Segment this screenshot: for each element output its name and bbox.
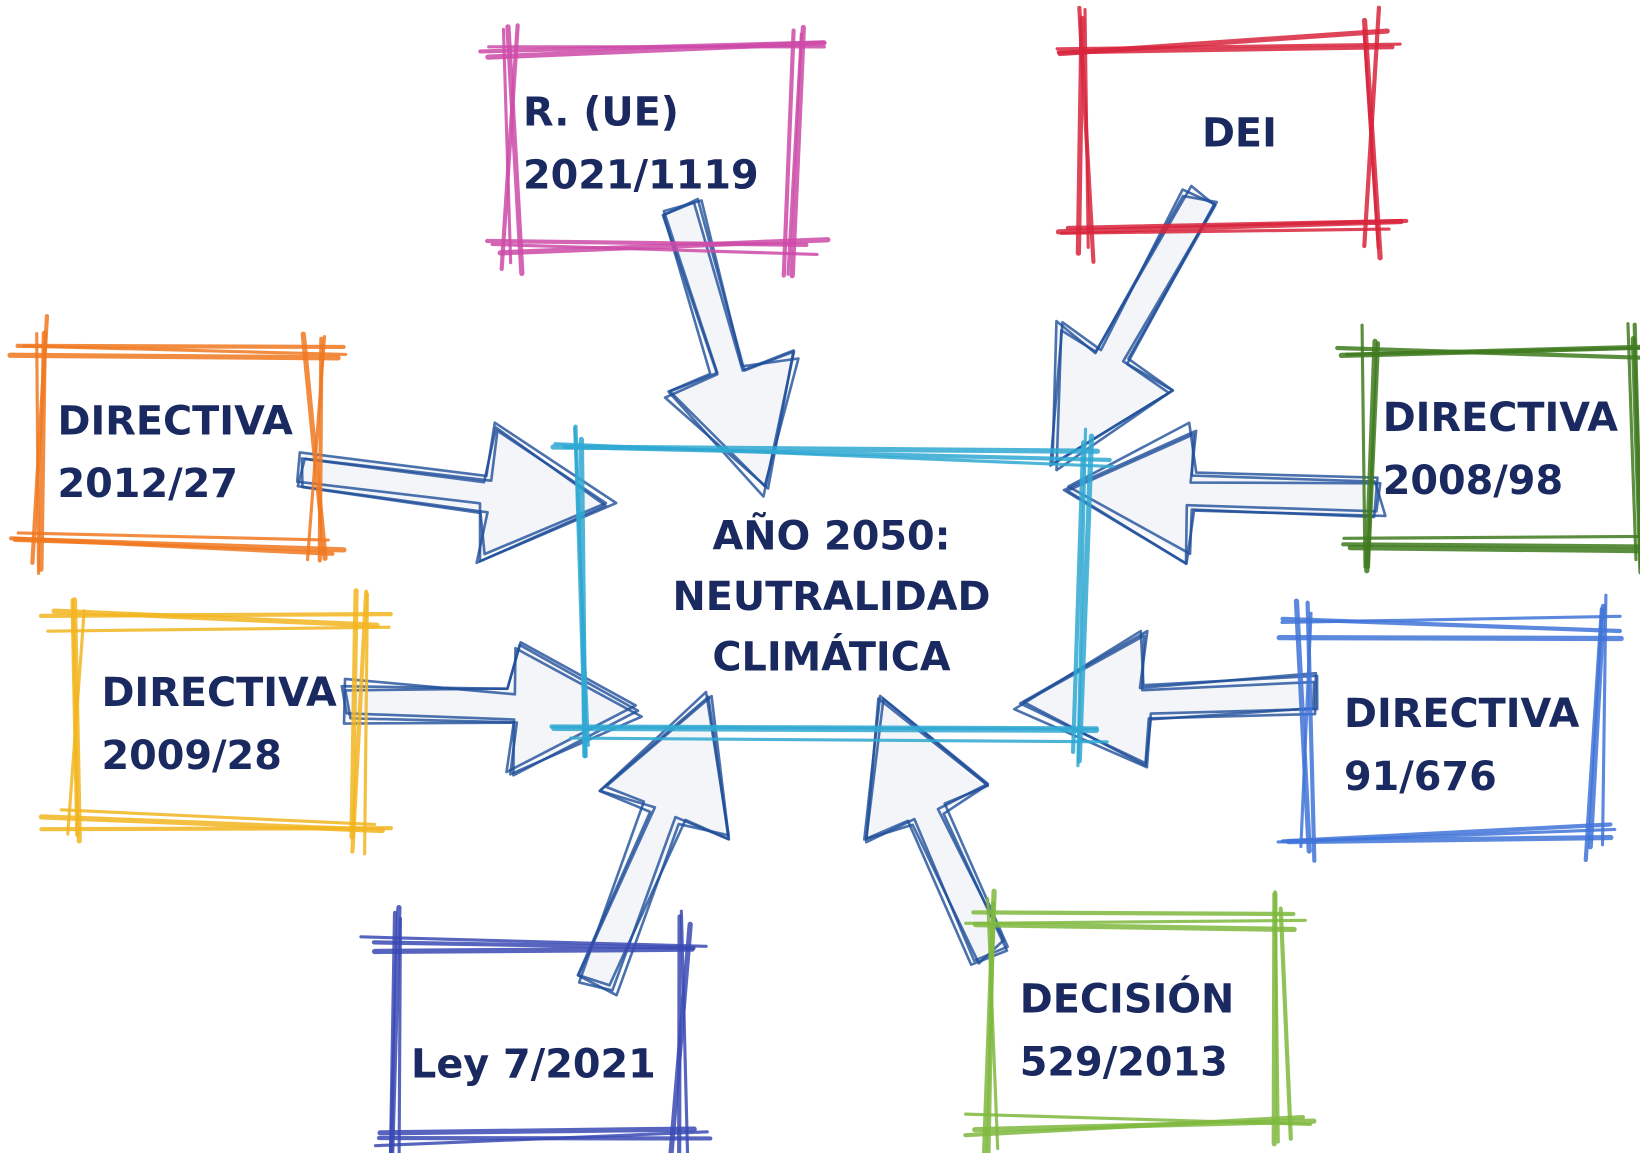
node-label: 529/2013 — [1020, 1039, 1228, 1085]
box-stroke — [48, 627, 389, 631]
sketch-box — [10, 316, 346, 573]
box-stroke — [1078, 18, 1082, 253]
box-stroke — [973, 912, 1293, 914]
node-label: DIRECTIVA — [101, 670, 337, 716]
box-stroke — [10, 355, 338, 358]
diagram: AÑO 2050: NEUTRALIDAD CLIMÁTICA R. (UE) 2021… — [0, 0, 1640, 1153]
sketch-box — [41, 591, 391, 854]
box-stroke — [1362, 325, 1365, 567]
node-label: 2008/98 — [1383, 458, 1563, 504]
node-label: 2021/1119 — [523, 153, 759, 199]
node-label: R. (UE) — [523, 90, 679, 136]
box-stroke — [1350, 548, 1640, 551]
node-label: DIRECTIVA — [1383, 395, 1619, 441]
box-stroke — [380, 1129, 694, 1133]
box-stroke — [975, 1121, 1314, 1130]
arrow-shadow — [1067, 429, 1381, 559]
box-stroke — [571, 738, 1107, 742]
center-label: CLIMÁTICA — [712, 634, 951, 681]
box-stroke — [581, 439, 584, 755]
box-stroke — [1279, 638, 1621, 639]
box-stroke — [1590, 606, 1603, 846]
box-stroke — [1274, 894, 1275, 1144]
box-stroke — [41, 333, 44, 569]
box-stroke — [1344, 536, 1640, 538]
node-label: 2012/27 — [58, 461, 238, 507]
box-stroke — [554, 728, 1097, 730]
node-label: DEI — [1202, 111, 1277, 157]
sketch-box — [361, 908, 710, 1153]
box-stroke — [975, 925, 1294, 930]
node-label: DECISIÓN — [1020, 976, 1235, 1023]
box-stroke — [18, 346, 344, 347]
arrow-shadow — [345, 642, 638, 772]
center-label: AÑO 2050: — [712, 512, 950, 559]
box-stroke — [1281, 909, 1291, 1139]
center-label: NEUTRALIDAD — [673, 574, 991, 620]
node-label: Ley 7/2021 — [411, 1042, 656, 1088]
node-label: 91/676 — [1344, 754, 1497, 800]
node-label: DIRECTIVA — [1344, 691, 1580, 737]
sketch-box — [1337, 324, 1640, 572]
node-label: DIRECTIVA — [58, 398, 294, 444]
box-stroke — [375, 949, 693, 951]
labels: AÑO 2050: NEUTRALIDAD CLIMÁTICA R. (UE) 2021… — [58, 90, 1619, 1088]
sketch-box — [480, 25, 827, 275]
arrow-shadow — [1020, 637, 1319, 767]
node-label: 2009/28 — [101, 733, 281, 779]
